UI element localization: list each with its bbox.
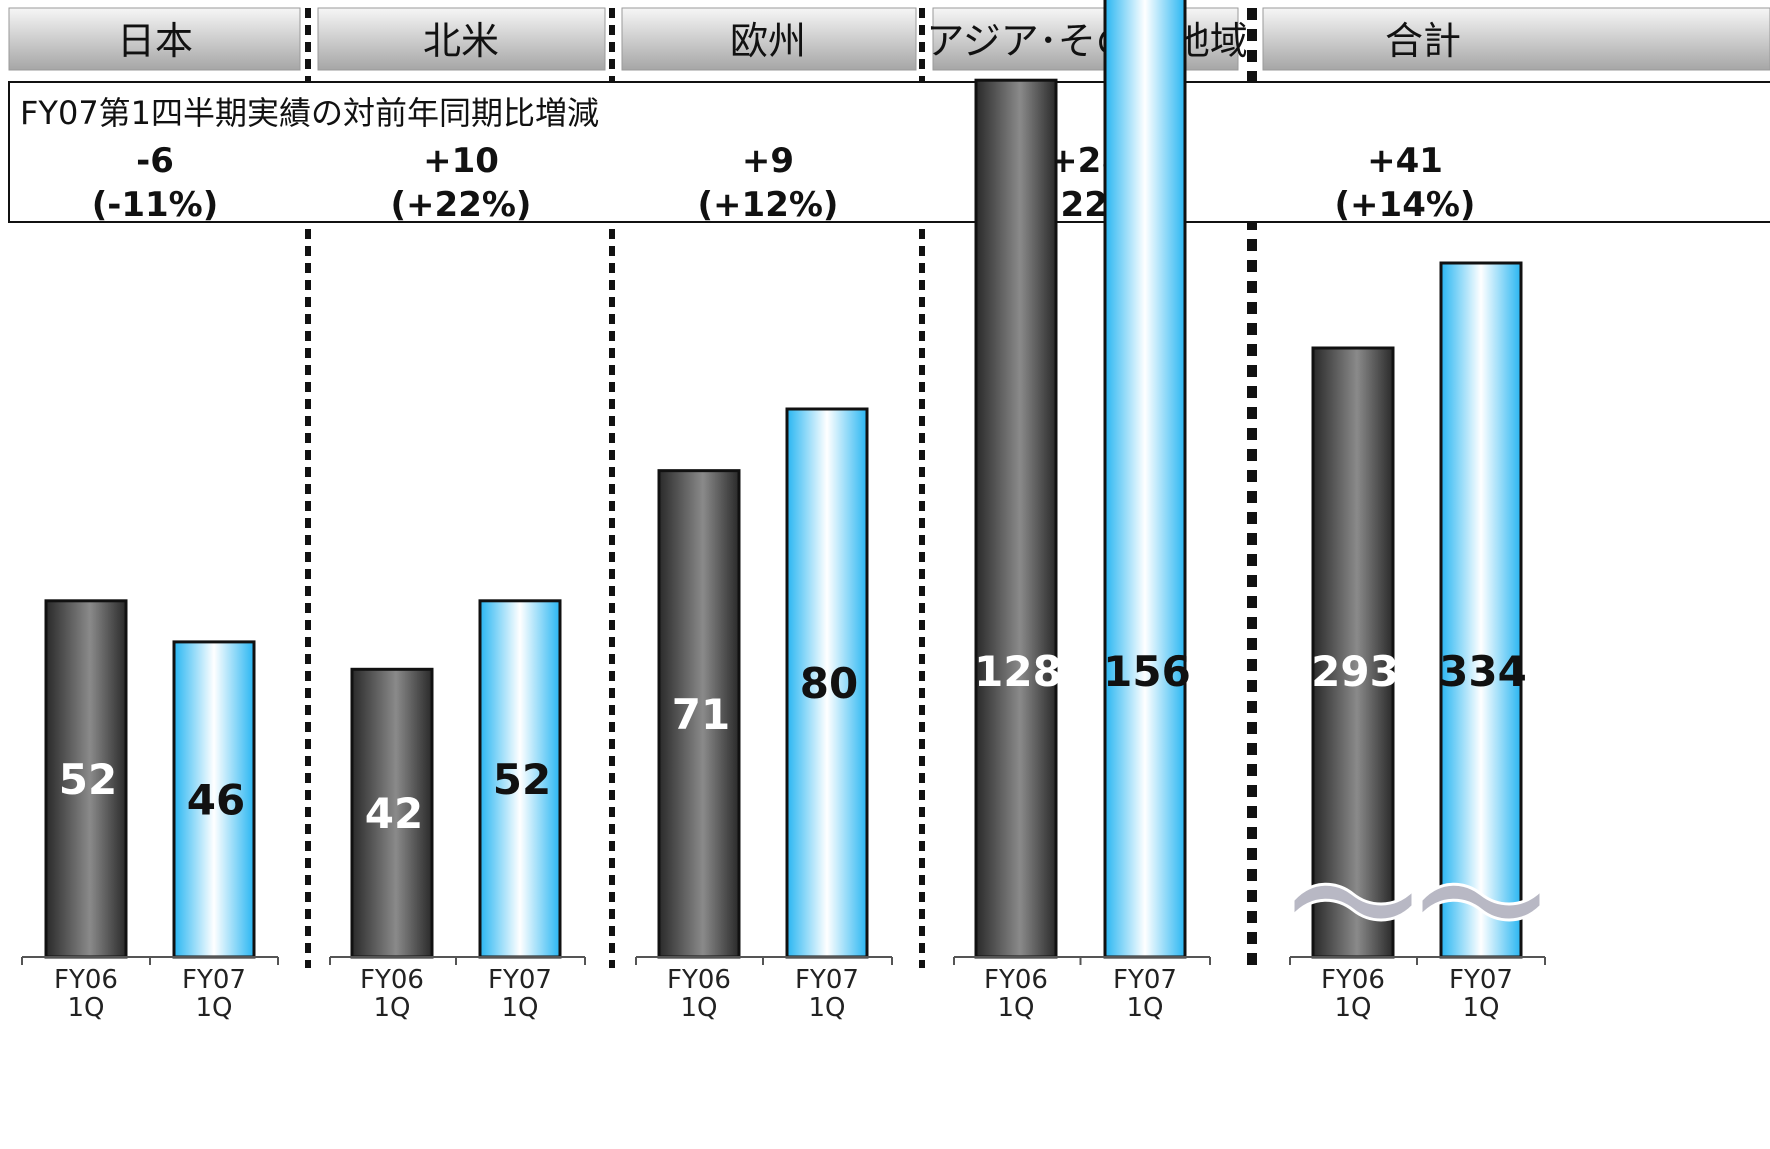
- bar-series: 52 46 42 52 71 80 128 156 293 334: [44, 0, 1543, 959]
- baselines: [21, 956, 1546, 965]
- bar-value-label: 156: [1103, 647, 1191, 696]
- x-tick-label-period: FY07: [1449, 965, 1513, 995]
- bar-value-label: 52: [59, 755, 117, 804]
- x-tick-label-period: FY06: [1321, 965, 1385, 995]
- fy07-bar: [785, 407, 869, 959]
- region-header-label: 北米: [423, 19, 499, 63]
- fy07-bar: [1103, 0, 1187, 959]
- fy07-bar: [1439, 261, 1523, 959]
- bar-value-label: 80: [800, 659, 858, 708]
- bar-value-label: 334: [1439, 647, 1527, 696]
- region-header-label: 日本: [117, 19, 193, 63]
- fy06-bar: [1311, 346, 1395, 959]
- x-tick-label-quarter: 1Q: [808, 993, 845, 1023]
- fy06-bar: [44, 599, 128, 959]
- region-header-label: アジア･その他地域: [926, 19, 1247, 63]
- axis-break-wave-icon: [1419, 882, 1543, 922]
- yoy-change-delta: +10: [423, 141, 499, 181]
- fy06-bar: [974, 78, 1058, 959]
- yoy-change-box: [8, 81, 1770, 223]
- region-header-3: [932, 7, 1239, 71]
- x-tick-label-quarter: 1Q: [1462, 993, 1499, 1023]
- region-header-4: [1262, 7, 1770, 71]
- x-tick-labels: FY061QFY071QFY061QFY071QFY061QFY071QFY06…: [54, 965, 1513, 1023]
- region-header-2: [621, 7, 917, 71]
- x-tick-label-period: FY07: [182, 965, 246, 995]
- yoy-change-percent: (-11%): [92, 185, 219, 225]
- fy06-bar: [657, 469, 741, 959]
- bar-value-label: 128: [974, 647, 1062, 696]
- yoy-change-delta: +41: [1367, 141, 1443, 181]
- bar-value-label: 46: [187, 775, 245, 824]
- yoy-change-delta: -6: [136, 141, 174, 181]
- x-tick-label-quarter: 1Q: [680, 993, 717, 1023]
- region-header-0: [8, 7, 301, 71]
- yoy-change-percent: (+14%): [1335, 185, 1476, 225]
- bar-value-label: 293: [1311, 647, 1399, 696]
- region-headers: 日本 北米 欧州 アジア･その他地域 合計: [8, 7, 1770, 71]
- fy07-bar: [172, 640, 256, 959]
- x-tick-label-period: FY06: [667, 965, 731, 995]
- fy07-bar: [478, 599, 562, 959]
- yoy-change-title: FY07第1四半期実績の対前年同期比増減: [20, 94, 599, 132]
- bar-value-label: 42: [365, 789, 423, 838]
- x-tick-label-quarter: 1Q: [1126, 993, 1163, 1023]
- x-tick-label-quarter: 1Q: [67, 993, 104, 1023]
- region-header-label: 合計: [1385, 19, 1461, 63]
- x-tick-label-period: FY07: [795, 965, 859, 995]
- axis-break-wave-icon: [1291, 882, 1415, 922]
- region-header-1: [317, 7, 606, 71]
- x-tick-label-period: FY06: [984, 965, 1048, 995]
- fy06-bar: [350, 667, 434, 959]
- x-tick-label-quarter: 1Q: [1334, 993, 1371, 1023]
- x-tick-label-period: FY07: [488, 965, 552, 995]
- bar-value-label: 52: [493, 755, 551, 804]
- x-tick-label-quarter: 1Q: [997, 993, 1034, 1023]
- yoy-change-percent: (+12%): [698, 185, 839, 225]
- x-tick-label-period: FY06: [54, 965, 118, 995]
- x-tick-label-period: FY06: [360, 965, 424, 995]
- yoy-change-percent: (+22%): [391, 185, 532, 225]
- bar-value-label: 71: [672, 690, 730, 739]
- region-header-label: 欧州: [730, 19, 806, 63]
- yoy-change-delta: +9: [742, 141, 794, 181]
- x-tick-label-quarter: 1Q: [373, 993, 410, 1023]
- x-tick-label-quarter: 1Q: [501, 993, 538, 1023]
- x-tick-label-period: FY07: [1113, 965, 1177, 995]
- x-tick-label-quarter: 1Q: [195, 993, 232, 1023]
